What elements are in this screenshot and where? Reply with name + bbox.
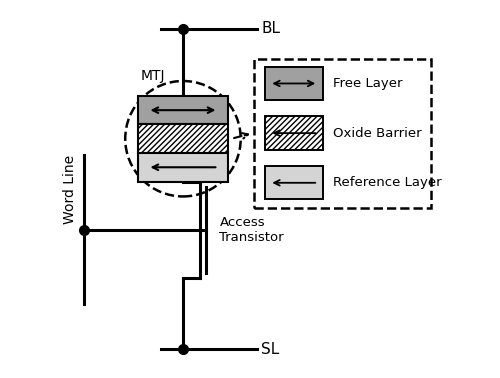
Bar: [138, 153, 228, 181]
Text: BL: BL: [261, 21, 280, 36]
Bar: [254, 59, 430, 208]
Bar: [138, 124, 228, 153]
Text: Free Layer: Free Layer: [333, 77, 402, 90]
Text: MTJ: MTJ: [140, 69, 164, 83]
Bar: [265, 166, 322, 200]
Text: SL: SL: [261, 342, 280, 357]
Text: Oxide Barrier: Oxide Barrier: [333, 127, 422, 139]
Text: Access
Transistor: Access Transistor: [220, 216, 284, 244]
Bar: [265, 116, 322, 150]
Text: Word Line: Word Line: [64, 155, 78, 223]
Text: Reference Layer: Reference Layer: [333, 176, 442, 189]
Bar: [265, 67, 322, 100]
Bar: [138, 96, 228, 124]
